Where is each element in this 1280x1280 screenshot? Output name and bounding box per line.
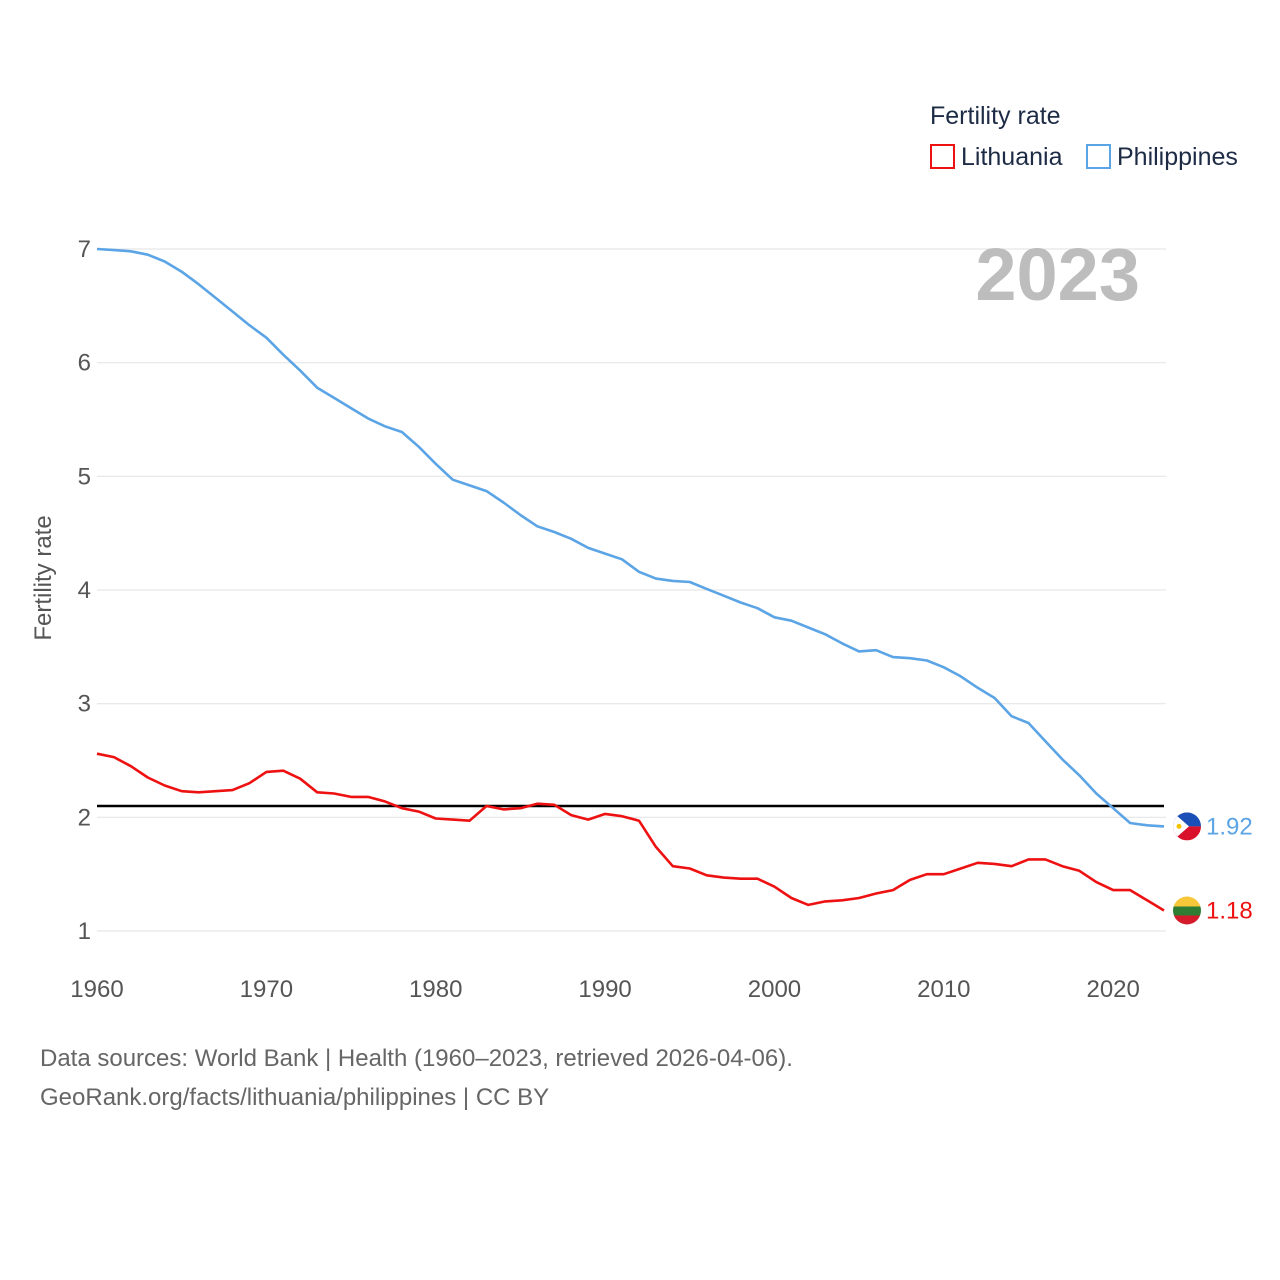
x-tick-label-2000: 2000 — [748, 976, 801, 1003]
attribution-link[interactable]: GeoRank.org/facts/lithuania/philippines … — [40, 1084, 550, 1111]
y-tick-label-5: 5 — [78, 463, 91, 490]
y-tick-label-1: 1 — [78, 918, 91, 945]
series-lines — [96, 247, 1165, 912]
x-tick-label-1960: 1960 — [70, 976, 123, 1003]
y-axis-ticks: 1 2 3 4 5 6 7 — [78, 236, 91, 945]
y-tick-label-2: 2 — [78, 804, 91, 831]
x-tick-label-2010: 2010 — [917, 976, 970, 1003]
x-tick-label-1970: 1970 — [240, 976, 293, 1003]
legend: Fertility rate Lithuania Philippines — [930, 102, 1238, 171]
lithuania-end-value: 1.18 — [1206, 898, 1253, 925]
lithuania-flag-icon — [1173, 896, 1201, 925]
x-tick-label-2020: 2020 — [1086, 976, 1139, 1003]
philippines-flag-icon — [1173, 812, 1201, 841]
series-line-lithuania[interactable] — [96, 752, 1165, 912]
y-tick-label-3: 3 — [78, 691, 91, 718]
y-axis-title: Fertility rate — [30, 515, 57, 640]
legend-title: Fertility rate — [930, 102, 1061, 130]
x-axis-ticks: 1960 1970 1980 1990 2000 2010 2020 — [70, 976, 1140, 1003]
grid-lines — [97, 248, 1166, 932]
philippines-end-value: 1.92 — [1206, 813, 1253, 840]
legend-swatch-lithuania[interactable] — [930, 144, 955, 169]
series-line-philippines[interactable] — [96, 247, 1165, 828]
data-source-note: Data sources: World Bank | Health (1960–… — [40, 1045, 793, 1072]
current-year-label: 2023 — [975, 233, 1140, 316]
y-tick-label-4: 4 — [78, 577, 91, 604]
y-tick-label-7: 7 — [78, 236, 91, 263]
legend-swatch-philippines[interactable] — [1086, 144, 1111, 169]
fertility-rate-chart: 1 2 3 4 5 6 7 1960 1970 1980 1990 2000 2010 2020 Fer… — [30, 102, 1253, 1003]
y-tick-label-6: 6 — [78, 350, 91, 377]
legend-label-lithuania[interactable]: Lithuania — [961, 143, 1063, 171]
legend-label-philippines[interactable]: Philippines — [1117, 143, 1238, 171]
x-tick-label-1990: 1990 — [578, 976, 631, 1003]
x-tick-label-1980: 1980 — [409, 976, 462, 1003]
